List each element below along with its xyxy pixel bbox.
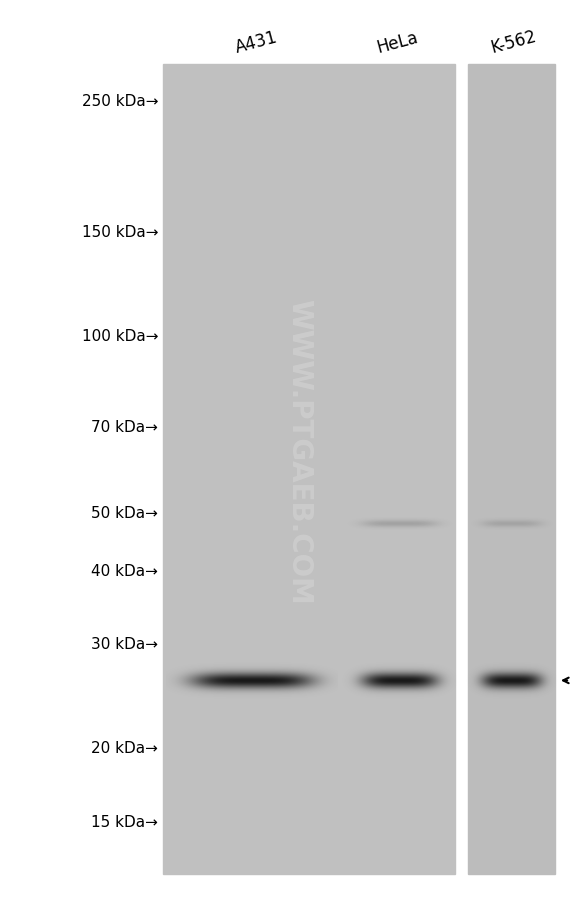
Text: HeLa: HeLa bbox=[375, 29, 420, 57]
Text: 100 kDa→: 100 kDa→ bbox=[82, 328, 158, 344]
Bar bbox=[163, 65, 455, 874]
Text: 150 kDa→: 150 kDa→ bbox=[82, 225, 158, 240]
Text: 15 kDa→: 15 kDa→ bbox=[91, 814, 158, 829]
Text: 250 kDa→: 250 kDa→ bbox=[82, 94, 158, 109]
Bar bbox=[468, 65, 555, 874]
Text: 50 kDa→: 50 kDa→ bbox=[91, 506, 158, 520]
Text: A431: A431 bbox=[233, 29, 280, 57]
Text: 70 kDa→: 70 kDa→ bbox=[91, 419, 158, 435]
Text: K-562: K-562 bbox=[488, 28, 538, 57]
Text: 40 kDa→: 40 kDa→ bbox=[91, 563, 158, 578]
Text: WWW.PTGAEB.COM: WWW.PTGAEB.COM bbox=[285, 299, 313, 603]
Text: 30 kDa→: 30 kDa→ bbox=[91, 637, 158, 651]
Text: 20 kDa→: 20 kDa→ bbox=[91, 741, 158, 755]
